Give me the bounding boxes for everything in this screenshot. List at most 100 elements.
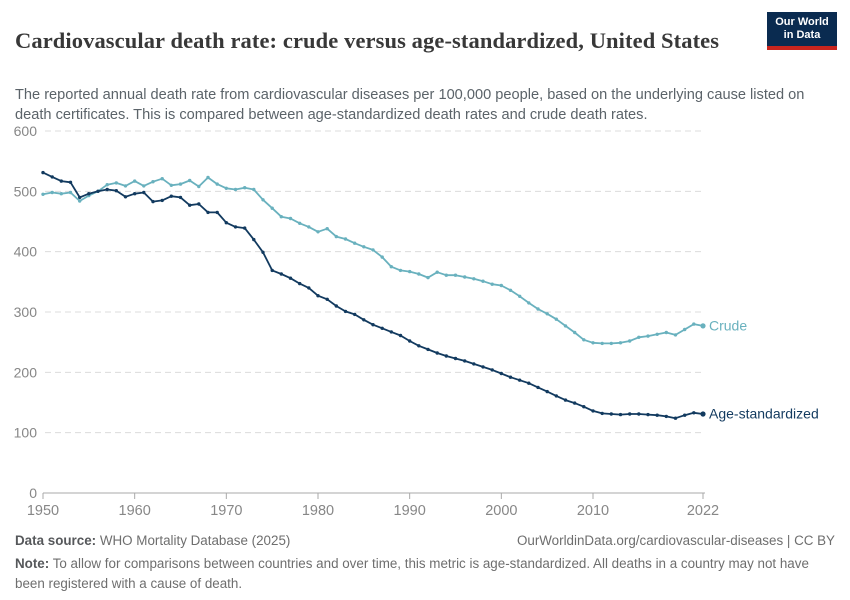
data-point [325, 227, 329, 231]
data-point [655, 332, 659, 336]
data-source-label: Data source: [15, 533, 97, 548]
x-tick-label: 2000 [485, 503, 517, 519]
data-point [472, 277, 476, 281]
data-point [96, 189, 100, 193]
data-point [472, 362, 476, 366]
data-point [554, 394, 558, 398]
series-end-label-age-standardized: Age-standardized [709, 406, 819, 422]
data-point [298, 221, 302, 225]
data-point [563, 324, 568, 328]
data-point [151, 180, 155, 184]
data-point [618, 412, 623, 417]
data-point [453, 273, 458, 277]
data-point [197, 184, 201, 189]
data-point [408, 339, 412, 343]
data-point [380, 326, 384, 330]
series-end-label-crude: Crude [709, 317, 747, 333]
owid-cc-link[interactable]: OurWorldinData.org/cardiovascular-diseas… [516, 533, 835, 548]
y-tick-label: 300 [14, 304, 38, 320]
data-point [50, 175, 54, 179]
data-point [398, 333, 403, 338]
data-point [508, 375, 513, 379]
data-point [169, 194, 173, 198]
data-point [334, 304, 338, 308]
data-point [628, 412, 632, 416]
data-point [160, 198, 164, 203]
chart-svg: 0 100 200 300 400 500 600 1950 1960 1970 1980 1990 2… [14, 123, 819, 519]
data-point [362, 245, 366, 249]
data-point [133, 192, 137, 196]
data-point [123, 195, 128, 199]
data-point [582, 405, 586, 409]
data-point [298, 281, 302, 286]
data-point [692, 411, 696, 415]
data-point [261, 198, 265, 202]
data-point [343, 237, 348, 241]
data-point [362, 318, 366, 322]
data-point [700, 411, 706, 417]
data-point [142, 190, 146, 195]
data-point [481, 365, 485, 369]
line-chart: 0 100 200 300 400 500 600 1950 1960 1970 1980 1990 2… [0, 115, 850, 520]
data-point [142, 184, 146, 188]
data-point [343, 309, 348, 314]
data-point [426, 275, 430, 280]
data-point [683, 327, 687, 332]
data-point [444, 273, 448, 277]
data-point [316, 294, 320, 298]
data-point [573, 401, 577, 405]
data-point [353, 241, 357, 245]
data-point [371, 323, 375, 327]
data-point [353, 312, 357, 317]
data-point [252, 187, 256, 192]
data-point [380, 255, 384, 259]
data-point [490, 368, 494, 372]
x-tick-label: 1950 [27, 503, 59, 519]
data-point [178, 182, 183, 186]
data-point [527, 301, 531, 305]
data-point [545, 312, 549, 316]
data-point [463, 359, 467, 363]
data-point [68, 190, 73, 195]
x-tick-label: 2010 [577, 503, 609, 519]
y-tick-label: 200 [14, 364, 38, 380]
data-point [215, 210, 219, 215]
data-point [536, 385, 540, 390]
data-point [700, 323, 706, 329]
owid-logo-line1: Our World [775, 16, 829, 28]
page-title: Cardiovascular death rate: crude versus … [15, 28, 720, 54]
data-point [59, 179, 63, 183]
data-point [646, 412, 650, 417]
data-point [600, 341, 604, 346]
data-point [188, 203, 192, 207]
data-point [41, 170, 45, 175]
data-point [600, 411, 604, 416]
data-point [664, 414, 668, 419]
data-point [325, 297, 329, 301]
data-point [197, 202, 201, 206]
data-point [490, 282, 494, 286]
chart-subtitle: The reported annual death rate from card… [15, 86, 805, 124]
data-point [307, 286, 311, 290]
data-point [582, 338, 586, 342]
x-tick-label: 1960 [119, 503, 151, 519]
data-point [233, 225, 238, 229]
data-point [224, 221, 228, 225]
data-point [188, 178, 192, 183]
data-point [206, 210, 210, 215]
data-point [417, 272, 421, 276]
data-point [178, 195, 183, 200]
data-point [444, 354, 448, 358]
owid-logo[interactable]: Our World in Data [767, 12, 837, 50]
data-point [618, 341, 623, 345]
crude-series[interactable]: Crude [41, 175, 747, 346]
data-point [417, 344, 421, 348]
data-point [518, 294, 522, 298]
note-text: To allow for comparisons between countri… [15, 556, 809, 592]
data-point [545, 389, 549, 394]
data-point [114, 181, 119, 185]
data-point [50, 190, 54, 195]
data-point [508, 288, 513, 292]
age-standardized-series[interactable]: Age-standardized [41, 170, 819, 422]
y-tick-label: 600 [14, 123, 38, 139]
